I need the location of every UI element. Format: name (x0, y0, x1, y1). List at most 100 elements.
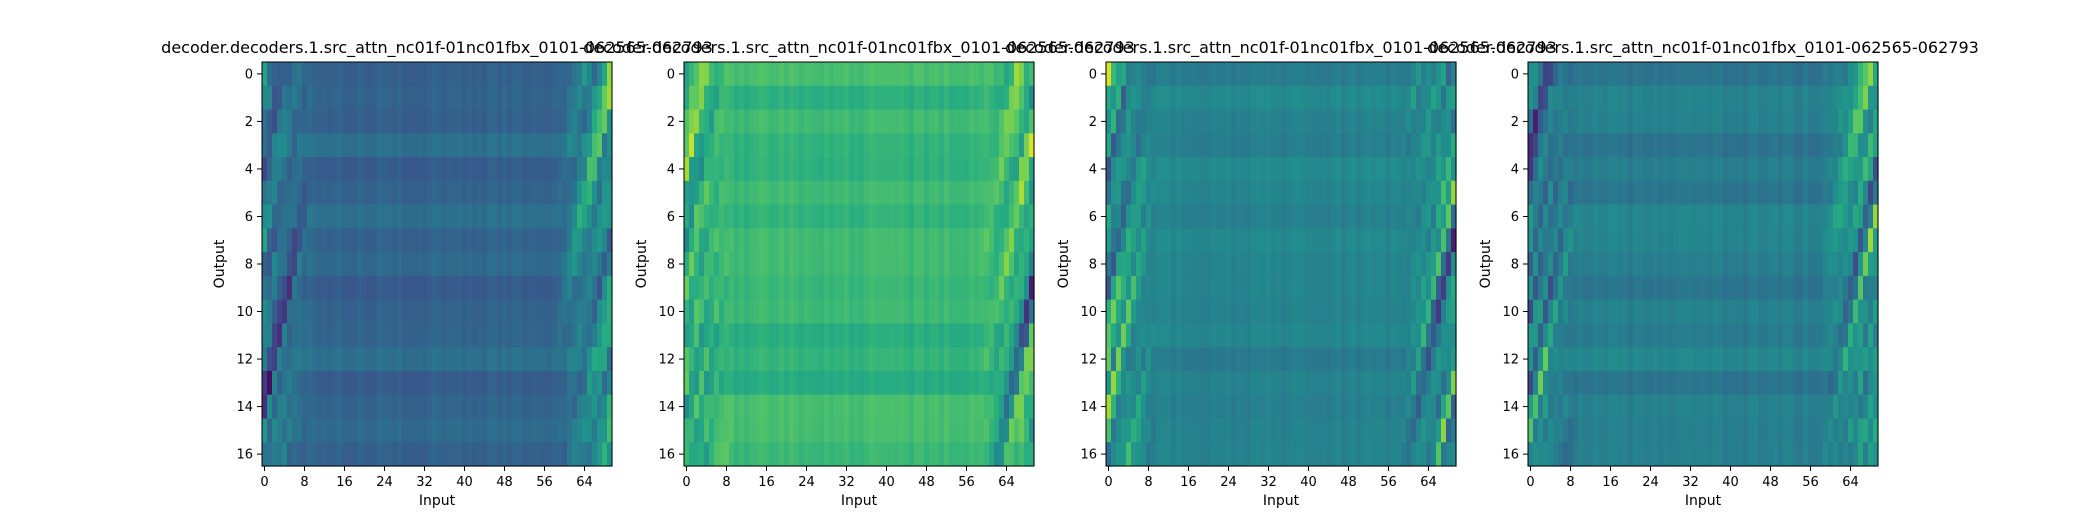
heatmap-cell (1336, 180, 1342, 206)
heatmap-cell (1833, 252, 1839, 277)
heatmap-cell (512, 180, 518, 206)
heatmap-cell (1858, 442, 1864, 467)
heatmap-cell (1538, 323, 1544, 348)
heatmap-cell (472, 85, 478, 111)
heatmap-cell (1663, 62, 1669, 87)
heatmap-cell (1853, 299, 1859, 325)
heatmap-cell (402, 275, 408, 301)
heatmap-cell (1733, 394, 1739, 420)
heatmap-cell (959, 347, 965, 372)
heatmap-cell (1648, 85, 1654, 111)
heatmap-cell (1668, 228, 1674, 253)
heatmap-cell (1266, 62, 1272, 87)
heatmap-cell (352, 180, 358, 206)
heatmap-cell (1703, 180, 1709, 206)
heatmap-cell (1683, 62, 1689, 87)
heatmap-cell (989, 275, 995, 301)
heatmap-cell (1356, 62, 1362, 87)
heatmap-cell (407, 275, 413, 301)
heatmap-cell (267, 275, 273, 301)
heatmap-cell (1196, 442, 1202, 467)
heatmap-cell (974, 323, 980, 348)
heatmap-cell (1783, 299, 1789, 325)
heatmap-cell (854, 204, 860, 229)
heatmap-cell (422, 275, 428, 301)
heatmap-cell (1316, 133, 1322, 158)
heatmap-cell (1206, 62, 1212, 87)
heatmap-cell (1658, 323, 1664, 348)
heatmap-cell (442, 370, 448, 396)
heatmap-cell (984, 323, 990, 348)
heatmap-cell (262, 180, 268, 206)
heatmap-cell (287, 299, 293, 325)
heatmap-cell (472, 133, 478, 158)
heatmap-cell (1538, 157, 1544, 182)
heatmap-cell (1321, 180, 1327, 206)
heatmap-cell (1371, 85, 1377, 111)
heatmap-cell (1131, 62, 1137, 87)
heatmap-cell (492, 394, 498, 420)
heatmap-cell (1748, 442, 1754, 467)
heatmap-cell (884, 347, 890, 372)
heatmap-cell (407, 370, 413, 396)
heatmap-cell (462, 275, 468, 301)
heatmap-cell (322, 418, 328, 443)
heatmap-cell (844, 157, 850, 182)
heatmap-cell (944, 275, 950, 301)
heatmap-cell (819, 323, 825, 348)
heatmap-cell (849, 109, 855, 134)
heatmap-cell (1241, 323, 1247, 348)
heatmap-cell (1693, 252, 1699, 277)
heatmap-cell (1638, 299, 1644, 325)
heatmap-cell (482, 299, 488, 325)
heatmap-cell (1568, 442, 1574, 467)
heatmap-cell (1858, 62, 1864, 87)
heatmap-cell (1838, 109, 1844, 134)
heatmap-cell (1813, 157, 1819, 182)
heatmap-cell (1351, 157, 1357, 182)
heatmap-cell (1286, 204, 1292, 229)
heatmap-cell (1788, 347, 1794, 372)
heatmap-cell (362, 85, 368, 111)
heatmap-cell (1221, 109, 1227, 134)
heatmap-cell (497, 109, 503, 134)
heatmap-cell (939, 85, 945, 111)
heatmap-cell (1833, 347, 1839, 372)
heatmap-cell (1833, 85, 1839, 111)
heatmap-cell (1286, 109, 1292, 134)
heatmap-cell (407, 109, 413, 134)
heatmap-cell (949, 85, 955, 111)
heatmap-cell (744, 394, 750, 420)
heatmap-cell (989, 228, 995, 253)
heatmap-cell (1176, 299, 1182, 325)
heatmap-cell (1778, 180, 1784, 206)
heatmap-cell (1371, 299, 1377, 325)
heatmap-cell (342, 204, 348, 229)
heatmap-cell (1411, 62, 1417, 87)
heatmap-cell (1281, 228, 1287, 253)
heatmap-cell (1191, 109, 1197, 134)
heatmap-cell (517, 394, 523, 420)
heatmap-cell (1843, 109, 1849, 134)
heatmap-cell (999, 133, 1005, 158)
heatmap-cell (1236, 157, 1242, 182)
heatmap-cell (1009, 347, 1015, 372)
x-tick-label: 56 (958, 475, 975, 490)
heatmap-cell (547, 323, 553, 348)
heatmap-cell (1783, 418, 1789, 443)
heatmap-cell (1206, 133, 1212, 158)
heatmap-cell (804, 370, 810, 396)
heatmap-cell (1863, 275, 1869, 301)
heatmap-cell (332, 299, 338, 325)
heatmap-cell (522, 252, 528, 277)
heatmap-cell (1563, 228, 1569, 253)
heatmap-cell (392, 347, 398, 372)
heatmap-cell (1106, 204, 1112, 229)
heatmap-cell (1778, 109, 1784, 134)
heatmap-cell (337, 62, 343, 87)
heatmap-cell (1778, 442, 1784, 467)
heatmap-cell (1136, 62, 1142, 87)
heatmap-cell (387, 323, 393, 348)
heatmap-cell (412, 347, 418, 372)
heatmap-cell (1873, 323, 1879, 348)
